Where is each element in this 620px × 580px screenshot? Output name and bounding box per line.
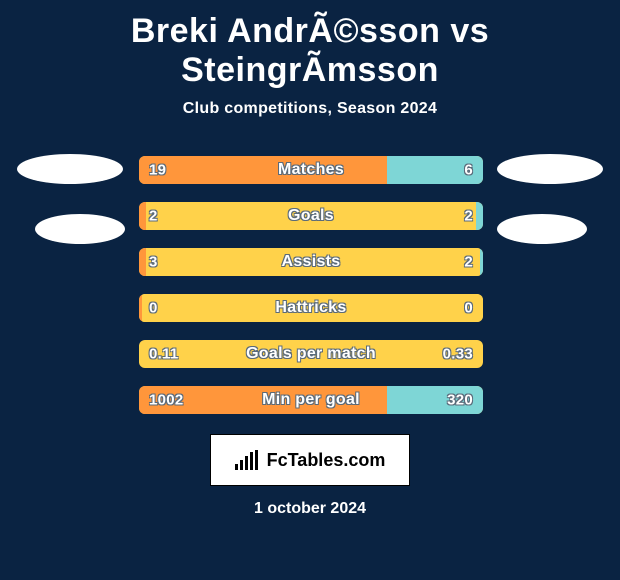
right-value: 0.33: [443, 346, 473, 363]
vs-text: vs: [450, 12, 489, 50]
right-value: 0: [464, 300, 473, 317]
stat-row: 2 2 Goals: [139, 202, 483, 230]
stat-label: Goals: [288, 207, 334, 225]
stat-label: Matches: [278, 161, 344, 179]
comparison-title: Breki AndrÃ©sson vs SteingrÃmsson: [0, 0, 620, 90]
player-left-name: Breki AndrÃ©sson: [131, 12, 441, 50]
content-area: 19 6 Matches 2 2 Goals 3 2 Assists 0 0 Hattricks 0.1…: [0, 156, 620, 414]
right-value: 2: [464, 208, 473, 225]
logo-text: FcTables.com: [267, 450, 386, 471]
left-value: 19: [149, 162, 166, 179]
player-right-name: SteingrÃmsson: [181, 51, 439, 89]
stat-label: Assists: [281, 253, 340, 271]
bar-chart-icon: [235, 450, 259, 470]
player-left-photo-1: [17, 154, 123, 184]
right-value: 2: [464, 254, 473, 271]
stat-row: 1002 320 Min per goal: [139, 386, 483, 414]
left-value: 0: [149, 300, 158, 317]
right-segment: [476, 202, 483, 230]
stat-row: 3 2 Assists: [139, 248, 483, 276]
stat-row: 0 0 Hattricks: [139, 294, 483, 322]
stat-bars: 19 6 Matches 2 2 Goals 3 2 Assists 0 0 Hattricks 0.1…: [139, 156, 483, 414]
left-segment: [139, 156, 387, 184]
player-right-photo-2: [497, 214, 587, 244]
left-value: 2: [149, 208, 158, 225]
stat-label: Hattricks: [275, 299, 346, 317]
player-right-photo-1: [497, 154, 603, 184]
player-left-photo-2: [35, 214, 125, 244]
left-value: 3: [149, 254, 158, 271]
date-text: 1 october 2024: [0, 500, 620, 518]
right-value: 320: [447, 392, 473, 409]
fctables-logo: FcTables.com: [210, 434, 410, 486]
right-value: 6: [464, 162, 473, 179]
left-value: 1002: [149, 392, 184, 409]
left-value: 0.11: [149, 346, 179, 363]
left-segment: [139, 248, 146, 276]
left-photo-column: [17, 154, 125, 244]
right-photo-column: [497, 154, 603, 244]
stat-row: 0.11 0.33 Goals per match: [139, 340, 483, 368]
subtitle: Club competitions, Season 2024: [0, 100, 620, 118]
left-segment: [139, 202, 146, 230]
stat-label: Goals per match: [246, 345, 376, 363]
right-segment: [480, 248, 483, 276]
stat-label: Min per goal: [262, 391, 360, 409]
stat-row: 19 6 Matches: [139, 156, 483, 184]
